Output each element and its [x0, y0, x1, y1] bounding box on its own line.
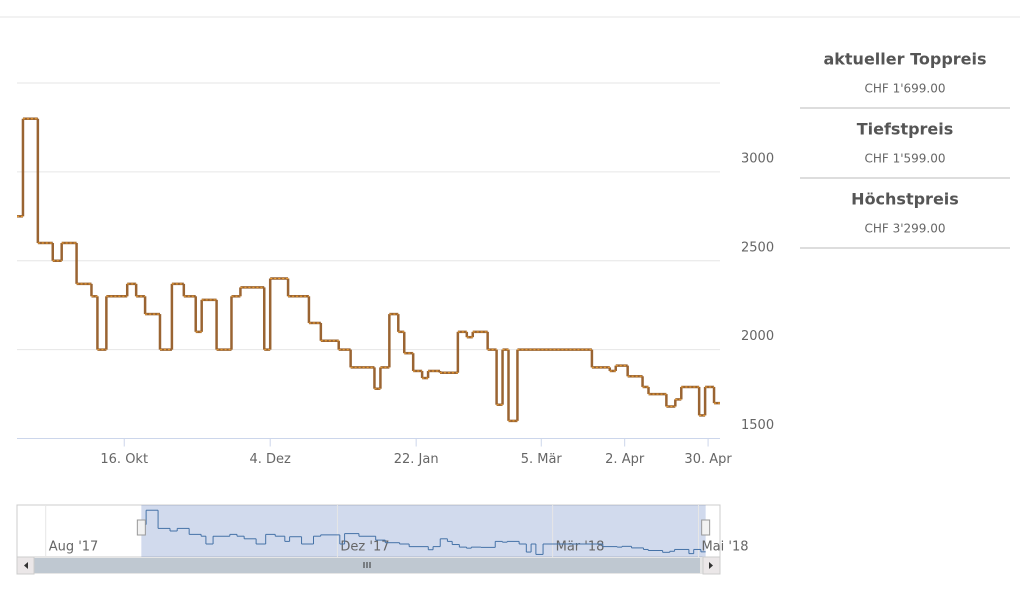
navigator-window: [141, 505, 706, 557]
navigator-tick-label: Mär '18: [556, 540, 605, 555]
y-tick-label: 2500: [741, 240, 774, 255]
navigator-tick-label: Dez '17: [340, 540, 389, 555]
summary-label: aktueller Toppreis: [823, 50, 986, 69]
navigator-tick-label: Aug '17: [49, 540, 99, 555]
summary-value: CHF 1'699.00: [864, 82, 945, 96]
x-tick-label: 2. Apr: [605, 452, 645, 467]
navigator-handle[interactable]: [136, 519, 146, 536]
summary-panel: aktueller Toppreis CHF 1'699.00 Tiefstprei…: [800, 50, 1010, 249]
summary-value: CHF 1'599.00: [864, 152, 945, 166]
price-series-highlight: [17, 118, 720, 422]
x-tick-label: 5. Mär: [521, 452, 563, 467]
x-tick-label: 22. Jan: [394, 452, 439, 467]
y-tick-label: 1500: [741, 418, 774, 433]
x-tick-label: 4. Dez: [250, 452, 292, 467]
price-series: [17, 117, 720, 423]
right-arrow: [709, 562, 713, 569]
summary-label: Tiefstpreis: [857, 120, 954, 139]
navigator: Aug '17 Dez '17 Mär '18 Mai '18: [45, 505, 749, 557]
navigator-tick-label: Mai '18: [701, 540, 748, 555]
navigator-series: [141, 509, 706, 555]
left-arrow: [24, 562, 28, 569]
navigator-handle[interactable]: [701, 519, 711, 536]
y-tick-label: 3000: [741, 151, 774, 166]
scrollbar-grip: [363, 562, 371, 568]
summary-label: Höchstpreis: [851, 190, 959, 209]
y-tick-label: 2000: [741, 329, 774, 344]
x-tick-label: 16. Okt: [100, 452, 148, 467]
x-tick-label: 30. Apr: [684, 452, 732, 467]
summary-value: CHF 3'299.00: [864, 222, 945, 236]
